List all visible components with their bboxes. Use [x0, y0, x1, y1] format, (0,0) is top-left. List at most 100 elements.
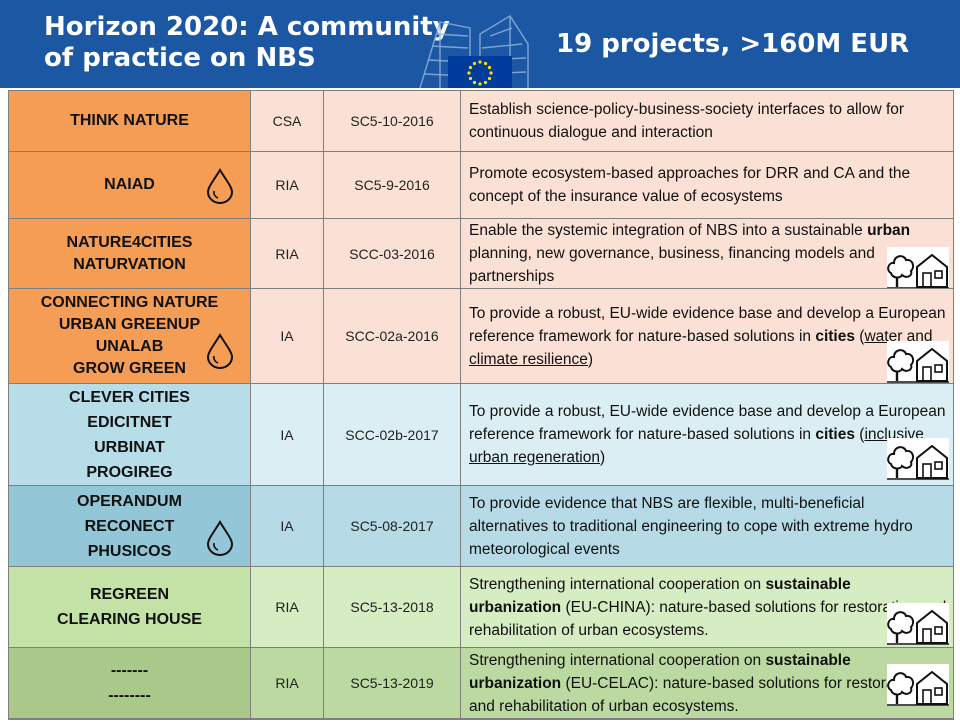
action-type: RIA — [275, 245, 299, 262]
description-text: planning, new governance, business, fina… — [469, 245, 875, 285]
header-banner: Horizon 2020: A community of practice on… — [0, 0, 960, 88]
page-title: Horizon 2020: A community of practice on… — [44, 12, 450, 74]
description: Promote ecosystem-based approaches for D… — [469, 162, 947, 208]
description: Enable the systemic integration of NBS i… — [469, 219, 947, 288]
project-names: NAIAD — [104, 174, 155, 196]
action-type-cell: RIA — [251, 567, 324, 648]
description-text: To provide a robust, EU-wide evidence ba… — [469, 304, 946, 345]
description-text: Enable the systemic integration of NBS i… — [469, 222, 868, 239]
description-bold: sustainable urbanization — [469, 575, 851, 616]
description-text: To provide evidence that NBS are flexibl… — [469, 494, 913, 558]
table-row: NAIAD RIA SC5-9-2016 Promote ecosystem-base… — [9, 152, 953, 219]
call-id: SC5-10-2016 — [350, 113, 434, 129]
description-cell: To provide evidence that NBS are flexibl… — [461, 486, 953, 567]
title-line-1: Horizon 2020: A community — [44, 12, 450, 42]
action-type: CSA — [272, 113, 302, 129]
project-name: -------- — [108, 687, 151, 704]
project-names: THINK NATURE — [70, 110, 189, 132]
projects-table: THINK NATURE CSA SC5-10-2016 Establish scie… — [8, 90, 954, 720]
action-type: RIA — [275, 675, 299, 691]
flag-star — [467, 71, 471, 75]
flag-star — [472, 80, 477, 85]
project-names: CONNECTING NATURE URBAN GREENUP UNALAB GROW… — [41, 292, 218, 380]
description-cell: To provide a robust, EU-wide evidence ba… — [461, 289, 953, 384]
project-name: REGREEN — [89, 586, 170, 603]
project-name: EDICITNET — [87, 413, 172, 431]
call-id-cell: SC5-10-2016 — [324, 91, 461, 152]
tree-house-icon — [887, 438, 949, 485]
projects-summary: 19 projects, >160M EUR — [556, 29, 910, 59]
description-text: ) — [600, 449, 606, 466]
description-text: ( — [854, 426, 865, 443]
description-bold: cities — [815, 426, 855, 443]
description-text: To provide a robust, EU-wide evidence ba… — [469, 403, 946, 443]
action-type-cell: IA — [251, 384, 324, 486]
description-text: Strengthening international cooperation … — [469, 575, 766, 593]
description-cell: Strengthening international cooperation … — [461, 567, 953, 648]
call-id-cell: SC5-13-2018 — [324, 567, 461, 648]
project-name: CLEARING HOUSE — [57, 611, 202, 628]
description-text: Promote ecosystem-based approaches for D… — [469, 165, 911, 205]
call-id-cell: SC5-08-2017 — [324, 486, 461, 567]
project-name: OPERANDUM — [77, 492, 182, 510]
call-id-cell: SCC-03-2016 — [324, 219, 461, 289]
call-id: SCC-02b-2017 — [345, 426, 439, 443]
description: To provide a robust, EU-wide evidence ba… — [469, 302, 947, 371]
project-names-cell: OPERANDUM RECONECT PHUSICOS — [9, 486, 251, 567]
description-text: Strengthening international cooperation … — [469, 651, 766, 669]
action-type-cell: RIA — [251, 219, 324, 289]
table-row: CLEVER CITIES EDICITNET URBINAT PROGIREG IA S… — [9, 384, 953, 486]
table-row: THINK NATURE CSA SC5-10-2016 Establish scie… — [9, 91, 953, 152]
project-name: PROGIREG — [86, 463, 173, 481]
tree-house-icon — [887, 664, 949, 711]
tree-house-icon — [887, 341, 949, 383]
flag-star — [483, 61, 488, 66]
project-name: NATURVATION — [73, 255, 186, 273]
project-names-cell: CONNECTING NATURE URBAN GREENUP UNALAB GROW… — [9, 289, 251, 384]
action-type: IA — [280, 328, 294, 344]
water-drop-icon — [205, 168, 235, 209]
tree-house-icon — [887, 603, 949, 647]
call-id: SCC-03-2016 — [349, 245, 435, 262]
description-cell: Strengthening international cooperation … — [461, 648, 953, 719]
project-names-cell: THINK NATURE — [9, 91, 251, 152]
project-names: ------- -------- — [108, 658, 151, 708]
description: Establish science-policy-business-societ… — [469, 98, 947, 144]
project-name: THINK NATURE — [70, 112, 189, 129]
description-underline: water and climate resilience — [469, 327, 933, 368]
call-id-cell: SC5-9-2016 — [324, 152, 461, 219]
description: To provide evidence that NBS are flexibl… — [469, 492, 947, 561]
project-name: GROW GREEN — [73, 360, 186, 377]
water-drop-icon — [205, 333, 235, 374]
action-type-cell: RIA — [251, 152, 324, 219]
project-name: CLEVER CITIES — [69, 388, 190, 406]
project-name: RECONECT — [84, 517, 175, 535]
water-drop-icon — [205, 520, 235, 561]
description-text: ( — [854, 327, 865, 345]
flag-star — [489, 71, 493, 75]
action-type-cell: CSA — [251, 91, 324, 152]
project-name: URBAN GREENUP — [58, 316, 201, 333]
project-name: NATURE4CITIES — [66, 233, 193, 251]
description-bold: cities — [815, 327, 855, 345]
flag-star — [487, 65, 492, 70]
action-type: RIA — [275, 177, 299, 193]
description-text: ) — [587, 350, 594, 368]
call-id: SC5-9-2016 — [354, 177, 430, 193]
call-id-cell: SCC-02b-2017 — [324, 384, 461, 486]
action-type-cell: IA — [251, 486, 324, 567]
description-cell: Enable the systemic integration of NBS i… — [461, 219, 953, 289]
flag-star — [468, 65, 473, 70]
table-row: REGREEN CLEARING HOUSE RIA SC5-13-2018 Stren… — [9, 567, 953, 648]
project-names-cell: ------- -------- — [9, 648, 251, 719]
table-row: NATURE4CITIES NATURVATION RIA SCC-03-2016 En… — [9, 219, 953, 289]
description-cell: Establish science-policy-business-societ… — [461, 91, 953, 152]
description: To provide a robust, EU-wide evidence ba… — [469, 400, 947, 469]
project-names-cell: REGREEN CLEARING HOUSE — [9, 567, 251, 648]
action-type: IA — [280, 426, 294, 443]
table-row: ------- -------- RIA SC5-13-2019 Strengtheni… — [9, 648, 953, 719]
action-type: RIA — [275, 599, 299, 615]
call-id: SCC-02a-2016 — [345, 328, 439, 344]
eu-flag — [448, 56, 512, 88]
flag-star — [472, 61, 477, 66]
